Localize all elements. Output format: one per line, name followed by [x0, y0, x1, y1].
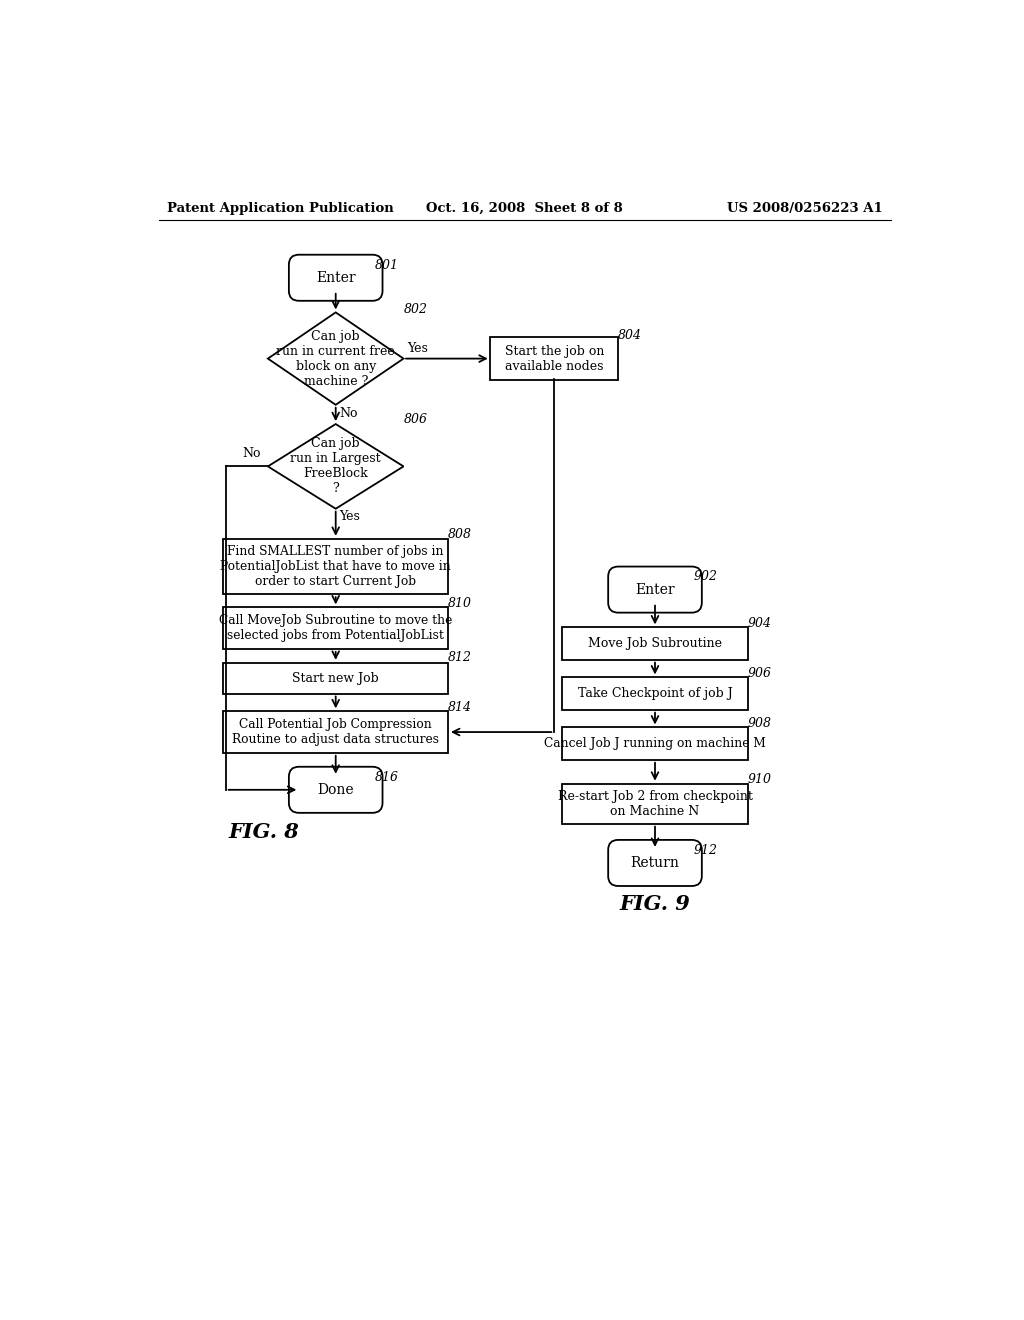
Text: 810: 810 — [449, 597, 472, 610]
Bar — [490, 338, 618, 380]
Bar — [223, 539, 449, 594]
Text: 804: 804 — [617, 329, 642, 342]
FancyBboxPatch shape — [608, 840, 701, 886]
Text: No: No — [242, 447, 260, 461]
Text: 816: 816 — [375, 771, 398, 784]
Text: 906: 906 — [748, 667, 772, 680]
Text: 802: 802 — [403, 304, 428, 317]
Text: 806: 806 — [403, 413, 428, 426]
Text: Call Potential Job Compression
Routine to adjust data structures: Call Potential Job Compression Routine t… — [232, 718, 439, 746]
Text: Move Job Subroutine: Move Job Subroutine — [588, 638, 722, 649]
Text: Find SMALLEST number of jobs in
PotentialJobList that have to move in
order to s: Find SMALLEST number of jobs in Potentia… — [220, 545, 452, 587]
Text: Take Checkpoint of job J: Take Checkpoint of job J — [578, 686, 732, 700]
Text: 808: 808 — [449, 528, 472, 541]
Text: FIG. 9: FIG. 9 — [620, 894, 690, 913]
Text: Patent Application Publication: Patent Application Publication — [167, 202, 393, 215]
Polygon shape — [268, 313, 403, 405]
Polygon shape — [268, 424, 403, 508]
FancyBboxPatch shape — [289, 255, 383, 301]
Text: FIG. 8: FIG. 8 — [228, 822, 299, 842]
Bar — [562, 784, 748, 824]
Text: Yes: Yes — [407, 342, 428, 355]
Text: 902: 902 — [693, 570, 718, 583]
Text: 908: 908 — [748, 717, 772, 730]
Text: Can job
run in current free
block on any
machine ?: Can job run in current free block on any… — [276, 330, 395, 388]
Text: 910: 910 — [748, 774, 772, 785]
Text: Oct. 16, 2008  Sheet 8 of 8: Oct. 16, 2008 Sheet 8 of 8 — [426, 202, 624, 215]
Text: Cancel Job J running on machine M: Cancel Job J running on machine M — [544, 737, 766, 750]
Text: US 2008/0256223 A1: US 2008/0256223 A1 — [727, 202, 883, 215]
Text: 912: 912 — [693, 843, 718, 857]
Text: 814: 814 — [449, 701, 472, 714]
Text: 904: 904 — [748, 616, 772, 630]
FancyBboxPatch shape — [289, 767, 383, 813]
Bar — [562, 627, 748, 660]
Text: Enter: Enter — [315, 271, 355, 285]
Bar — [223, 607, 449, 649]
Text: 801: 801 — [375, 259, 398, 272]
Text: Done: Done — [317, 783, 354, 797]
Bar — [223, 711, 449, 754]
Bar — [562, 727, 748, 760]
Text: Return: Return — [631, 855, 680, 870]
Text: Call MoveJob Subroutine to move the
selected jobs from PotentialJobList: Call MoveJob Subroutine to move the sele… — [219, 614, 453, 642]
Text: 812: 812 — [449, 651, 472, 664]
Bar — [223, 663, 449, 693]
FancyBboxPatch shape — [608, 566, 701, 612]
Text: Start new Job: Start new Job — [292, 672, 379, 685]
Text: Enter: Enter — [635, 582, 675, 597]
Text: Yes: Yes — [340, 510, 360, 523]
Text: Can job
run in Largest
FreeBlock
?: Can job run in Largest FreeBlock ? — [291, 437, 381, 495]
Text: Start the job on
available nodes: Start the job on available nodes — [505, 345, 604, 372]
Text: No: No — [340, 407, 358, 420]
Bar — [562, 677, 748, 710]
Text: Re-start Job 2 from checkpoint
on Machine N: Re-start Job 2 from checkpoint on Machin… — [557, 789, 753, 817]
